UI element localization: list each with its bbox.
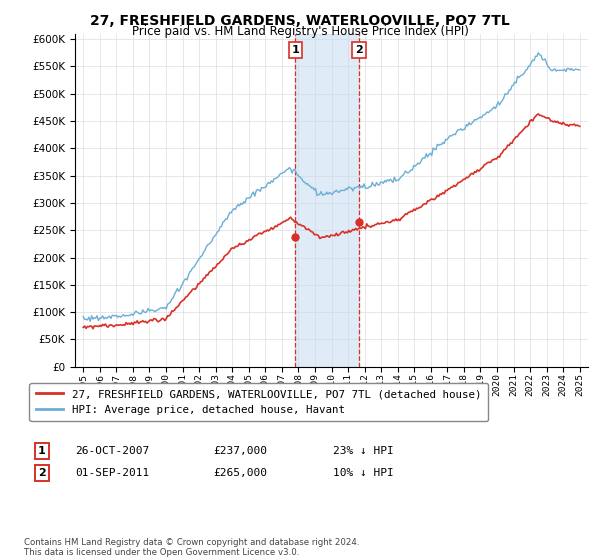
Legend: 27, FRESHFIELD GARDENS, WATERLOOVILLE, PO7 7TL (detached house), HPI: Average pr: 27, FRESHFIELD GARDENS, WATERLOOVILLE, P…: [29, 382, 488, 421]
Text: 10% ↓ HPI: 10% ↓ HPI: [333, 468, 394, 478]
Text: £265,000: £265,000: [213, 468, 267, 478]
Text: 2: 2: [355, 45, 363, 55]
Text: 26-OCT-2007: 26-OCT-2007: [75, 446, 149, 456]
Text: 27, FRESHFIELD GARDENS, WATERLOOVILLE, PO7 7TL: 27, FRESHFIELD GARDENS, WATERLOOVILLE, P…: [90, 14, 510, 28]
Bar: [295, 34, 359, 367]
Text: 01-SEP-2011: 01-SEP-2011: [75, 468, 149, 478]
Text: Price paid vs. HM Land Registry's House Price Index (HPI): Price paid vs. HM Land Registry's House …: [131, 25, 469, 38]
Text: £237,000: £237,000: [213, 446, 267, 456]
Text: 1: 1: [292, 45, 299, 55]
Text: 1: 1: [38, 446, 46, 456]
Text: 23% ↓ HPI: 23% ↓ HPI: [333, 446, 394, 456]
Text: Contains HM Land Registry data © Crown copyright and database right 2024.
This d: Contains HM Land Registry data © Crown c…: [24, 538, 359, 557]
Text: 2: 2: [38, 468, 46, 478]
